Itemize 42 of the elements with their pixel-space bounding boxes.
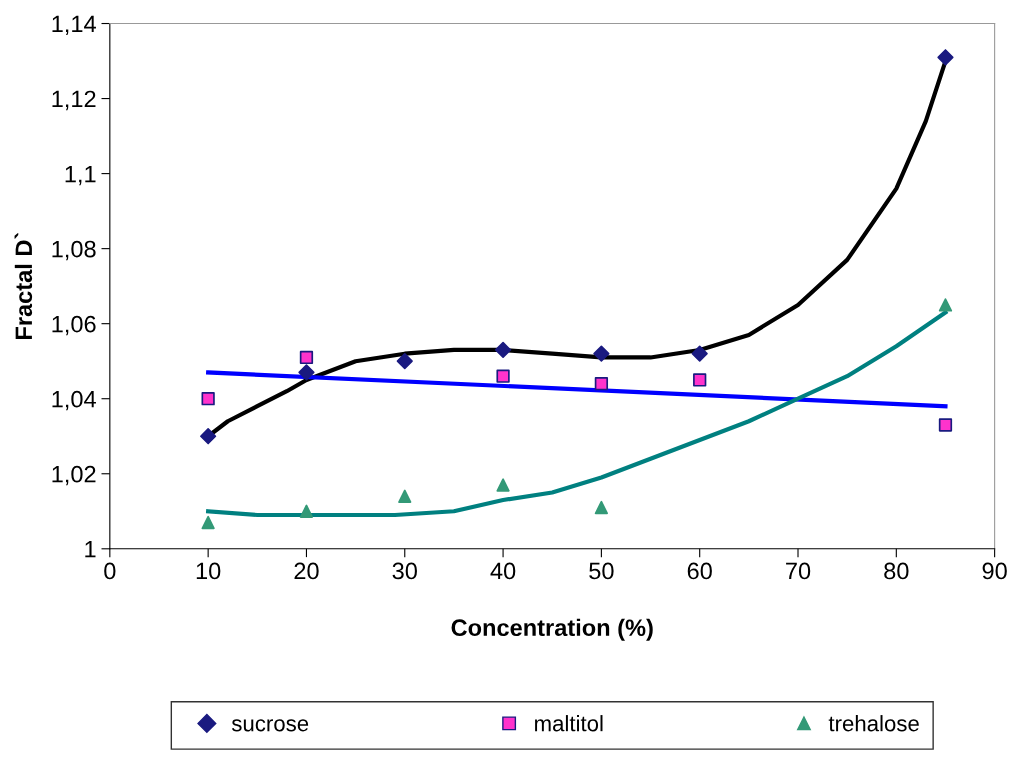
y-axis-title: Fractal D` (14, 232, 33, 340)
x-tick-label: 0 (104, 562, 116, 580)
y-tick-label: 1,1 (65, 165, 96, 186)
y-tick-label: 1,06 (52, 315, 96, 336)
x-tick-label: 30 (392, 562, 417, 580)
x-tick-label: 80 (884, 562, 909, 580)
point (201, 515, 215, 530)
point (594, 377, 609, 391)
point (594, 500, 609, 515)
point (593, 345, 610, 362)
x-tick-label: 50 (589, 562, 614, 580)
legend-label: trehalose (828, 715, 919, 732)
point (494, 341, 512, 359)
point (396, 353, 413, 370)
point (299, 350, 314, 365)
point (496, 369, 510, 383)
x-tick-label: 40 (490, 562, 516, 580)
point (938, 298, 953, 312)
point (201, 392, 215, 406)
y-tick-label: 1 (85, 541, 96, 558)
point (693, 373, 707, 387)
x-tick-label: 60 (687, 562, 712, 580)
point (938, 418, 953, 432)
legend-label: maltitol (535, 715, 603, 732)
x-tick-label: 70 (786, 562, 811, 580)
y-tick-label: 1,14 (52, 15, 96, 36)
point (496, 478, 510, 492)
point (691, 345, 708, 362)
y-tick-label: 1,02 (52, 465, 96, 486)
x-tick-label: 10 (196, 562, 221, 580)
y-tick-label: 1,12 (52, 90, 96, 111)
point (398, 489, 412, 503)
x-tick-label: 20 (294, 562, 319, 580)
point (299, 504, 314, 518)
point (937, 49, 954, 66)
y-tick-label: 1,08 (52, 240, 96, 261)
y-tick-label: 1,04 (52, 390, 96, 411)
x-axis-title: Concentration (%) (451, 618, 653, 641)
point (200, 428, 217, 445)
legend-label: sucrose (231, 719, 309, 732)
point (298, 364, 315, 381)
x-tick-label: 90 (982, 562, 1007, 580)
